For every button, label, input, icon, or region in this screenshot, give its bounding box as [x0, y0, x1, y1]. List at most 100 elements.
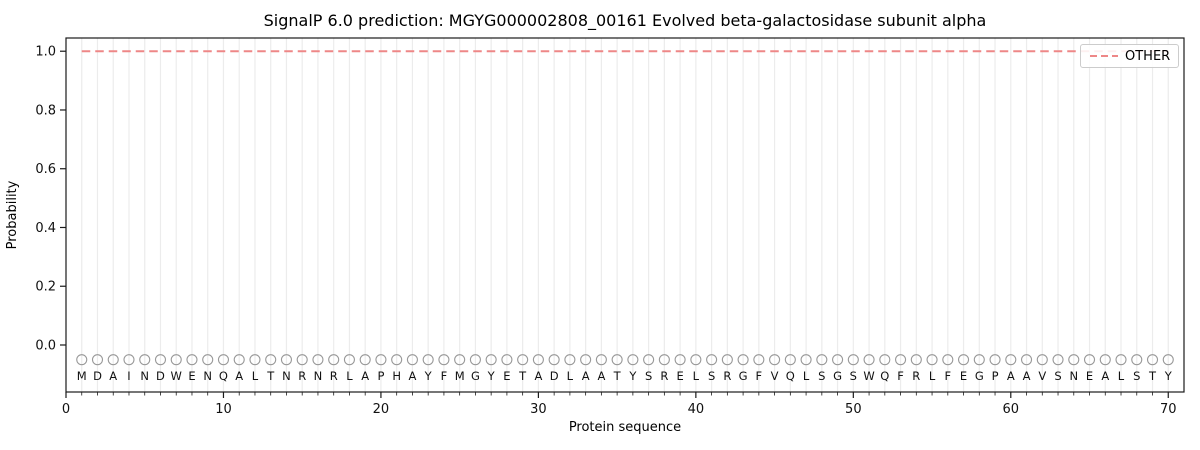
legend-line-sample: [1090, 55, 1118, 57]
residue-letter: D: [156, 369, 165, 383]
residue-letter: H: [392, 369, 401, 383]
residue-letter: A: [597, 369, 605, 383]
residue-marker: [296, 354, 308, 366]
residue-letter: A: [582, 369, 590, 383]
y-tick-label: 0.8: [35, 103, 56, 118]
residue-letter: L: [346, 369, 353, 383]
residue-letter: G: [975, 369, 984, 383]
residue-marker: [564, 354, 576, 366]
residue-marker: [1099, 354, 1111, 366]
residue-marker: [847, 354, 859, 366]
residue-marker: [690, 354, 702, 366]
residue-marker: [123, 354, 135, 366]
residue-letter: A: [1101, 369, 1109, 383]
residue-letter: T: [1148, 369, 1157, 383]
residue-letter: A: [361, 369, 369, 383]
residue-marker: [469, 354, 481, 366]
residue-letter: R: [660, 369, 668, 383]
residue-marker: [816, 354, 828, 366]
x-tick-label: 50: [845, 402, 862, 417]
residue-marker: [532, 354, 544, 366]
residue-letter: L: [567, 369, 574, 383]
x-tick-label: 20: [373, 402, 390, 417]
residue-letter: L: [693, 369, 700, 383]
residue-letter: G: [739, 369, 748, 383]
residue-marker: [1131, 354, 1143, 366]
residue-letter: Q: [219, 369, 228, 383]
residue-letter: G: [833, 369, 842, 383]
residue-marker: [926, 354, 938, 366]
residue-marker: [233, 354, 245, 366]
residue-letter: S: [1133, 369, 1140, 383]
x-tick-label: 60: [1003, 402, 1020, 417]
residue-letter: Y: [487, 369, 496, 383]
residue-marker: [674, 354, 686, 366]
residue-letter: I: [127, 369, 130, 383]
residue-marker: [202, 354, 214, 366]
residue-marker: [784, 354, 796, 366]
residue-marker: [942, 354, 954, 366]
residue-letter: W: [171, 369, 182, 383]
residue-letter: P: [377, 369, 384, 383]
residue-marker: [107, 354, 119, 366]
residue-marker: [595, 354, 607, 366]
residue-marker: [280, 354, 293, 366]
y-tick-label: 0.4: [35, 221, 56, 236]
x-axis-ticks: 0 10 20 30 40 50 60 70: [62, 392, 1177, 417]
residue-marker: [312, 354, 324, 366]
residue-marker: [375, 354, 387, 366]
residue-marker: [611, 354, 623, 366]
residue-letter: Q: [880, 369, 889, 383]
x-tick-label: 30: [530, 402, 547, 417]
residue-letter: L: [252, 369, 259, 383]
residue-letter: S: [850, 369, 857, 383]
residue-marker: [170, 354, 182, 366]
residue-marker: [910, 354, 922, 366]
residue-marker: [1020, 354, 1033, 366]
residue-letter: R: [298, 369, 306, 383]
residue-letter: N: [314, 369, 323, 383]
residue-marker: [706, 354, 718, 366]
residue-letter: G: [471, 369, 480, 383]
residue-letter: V: [1038, 369, 1046, 383]
residue-letter: L: [1118, 369, 1125, 383]
residue-marker: [186, 354, 198, 366]
residue-letter: S: [645, 369, 652, 383]
residue-letter: F: [897, 369, 904, 383]
residue-marker: [800, 354, 812, 366]
legend: OTHER: [1080, 44, 1180, 68]
residue-letter: T: [613, 369, 622, 383]
residue-letter: D: [93, 369, 102, 383]
residue-marker: [658, 354, 670, 366]
residue-letter: P: [992, 369, 999, 383]
residue-letter: M: [455, 369, 465, 383]
residue-letter: S: [1054, 369, 1061, 383]
y-tick-label: 0.6: [35, 162, 56, 177]
x-axis-label: Protein sequence: [568, 420, 682, 435]
residue-marker: [422, 354, 434, 366]
residue-letter: E: [188, 369, 195, 383]
residue-letter: S: [708, 369, 715, 383]
residue-letter: N: [282, 369, 291, 383]
residue-marker: [406, 354, 418, 366]
residue-marker: [328, 354, 340, 366]
residue-marker: [1115, 354, 1127, 366]
residue-marker: [989, 354, 1001, 366]
residue-marker: [957, 354, 970, 366]
x-tick-label: 10: [215, 402, 232, 417]
residue-marker: [879, 354, 891, 366]
residue-marker: [517, 354, 529, 366]
residue-letter: Y: [1164, 369, 1173, 383]
residue-marker: [1068, 354, 1080, 366]
residue-letter: N: [140, 369, 149, 383]
residue-letter: Y: [424, 369, 433, 383]
residue-letter: Y: [628, 369, 637, 383]
legend-label: OTHER: [1125, 48, 1171, 64]
y-axis-ticks: 0.0 0.2 0.4 0.6 0.8 1.0: [35, 45, 66, 353]
residue-marker: [721, 354, 733, 366]
residue-marker: [1005, 354, 1017, 366]
chart-title: SignalP 6.0 prediction: MGYG000002808_00…: [263, 11, 987, 30]
residue-letter: E: [1086, 369, 1093, 383]
residue-letter: L: [929, 369, 936, 383]
